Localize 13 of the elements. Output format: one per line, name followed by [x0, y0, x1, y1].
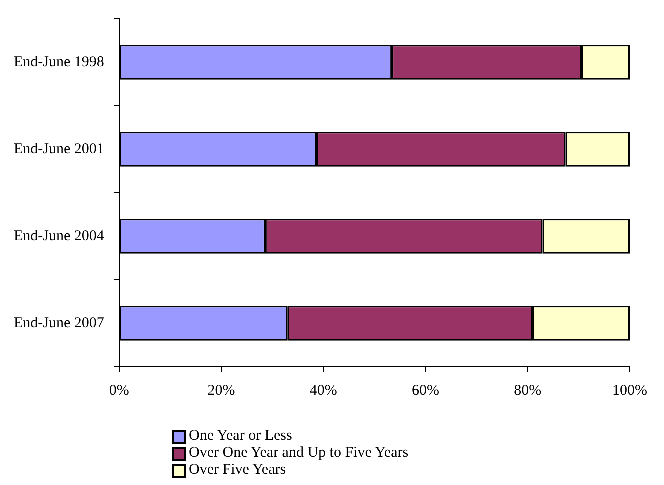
x-tick-label: 60% [412, 382, 440, 399]
legend-label: Over One Year and Up to Five Years [189, 445, 409, 462]
y-tick-label: End-June 1998 [14, 54, 104, 70]
y-tick-label: End-June 2004 [14, 228, 105, 244]
legend-label: One Year or Less [189, 428, 292, 445]
y-tick-label: End-June 2007 [14, 315, 105, 332]
x-tick-label: 80% [514, 382, 542, 399]
x-tick-label: 100% [612, 382, 648, 399]
x-tick-label: 0% [109, 382, 130, 399]
legend-label: Over Five Years [189, 462, 286, 479]
y-tick-label: End-June 2001 [14, 141, 104, 158]
x-tick-label: 20% [208, 382, 236, 399]
x-tick-label: 40% [310, 382, 338, 399]
